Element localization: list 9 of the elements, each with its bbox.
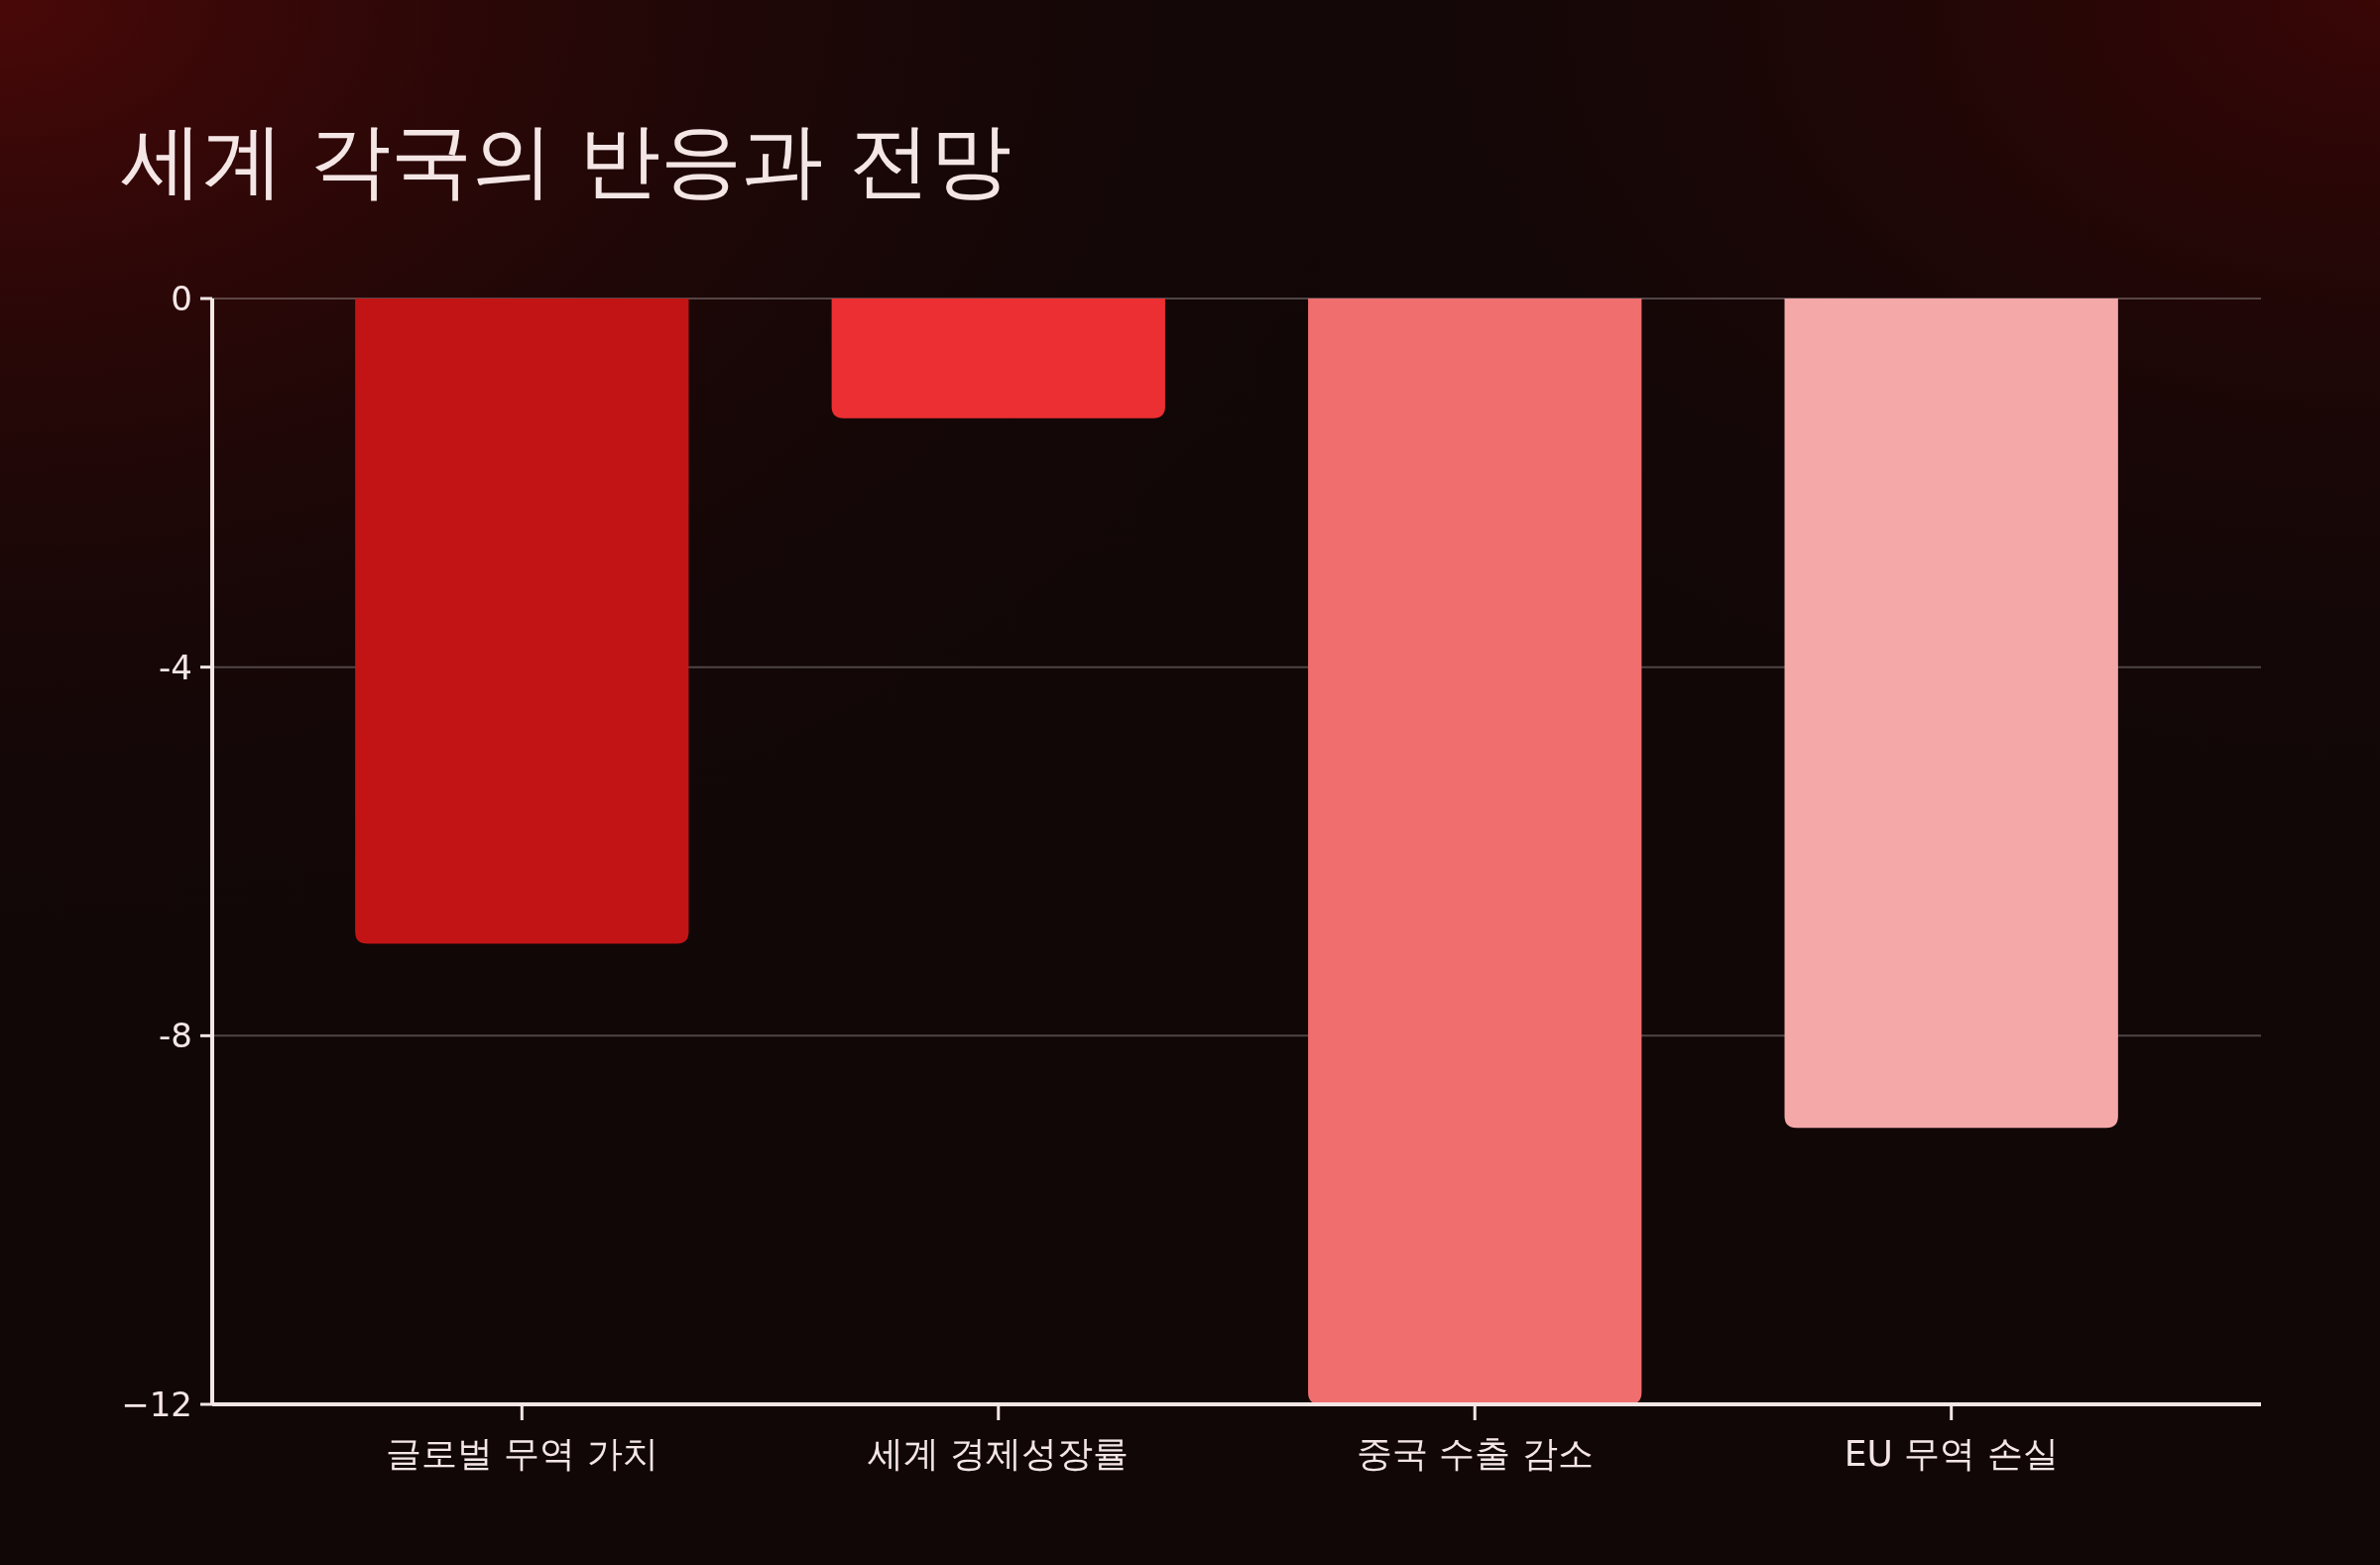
chart-title: 세계 각국의 반응과 전망 <box>121 113 1012 207</box>
x-tick-label: 중국 수출 감소 <box>1356 1433 1594 1474</box>
y-tick-label: -8 <box>159 1016 192 1056</box>
x-tick-label: 세계 경제성장률 <box>868 1433 1130 1474</box>
y-tick-label: −12 <box>121 1384 192 1424</box>
y-tick-label: -4 <box>159 647 192 687</box>
x-tick-label: EU 무역 손실 <box>1844 1433 2059 1474</box>
y-tick-label: 0 <box>171 278 192 318</box>
x-tick-label: 글로벌 무역 가치 <box>385 1433 658 1474</box>
